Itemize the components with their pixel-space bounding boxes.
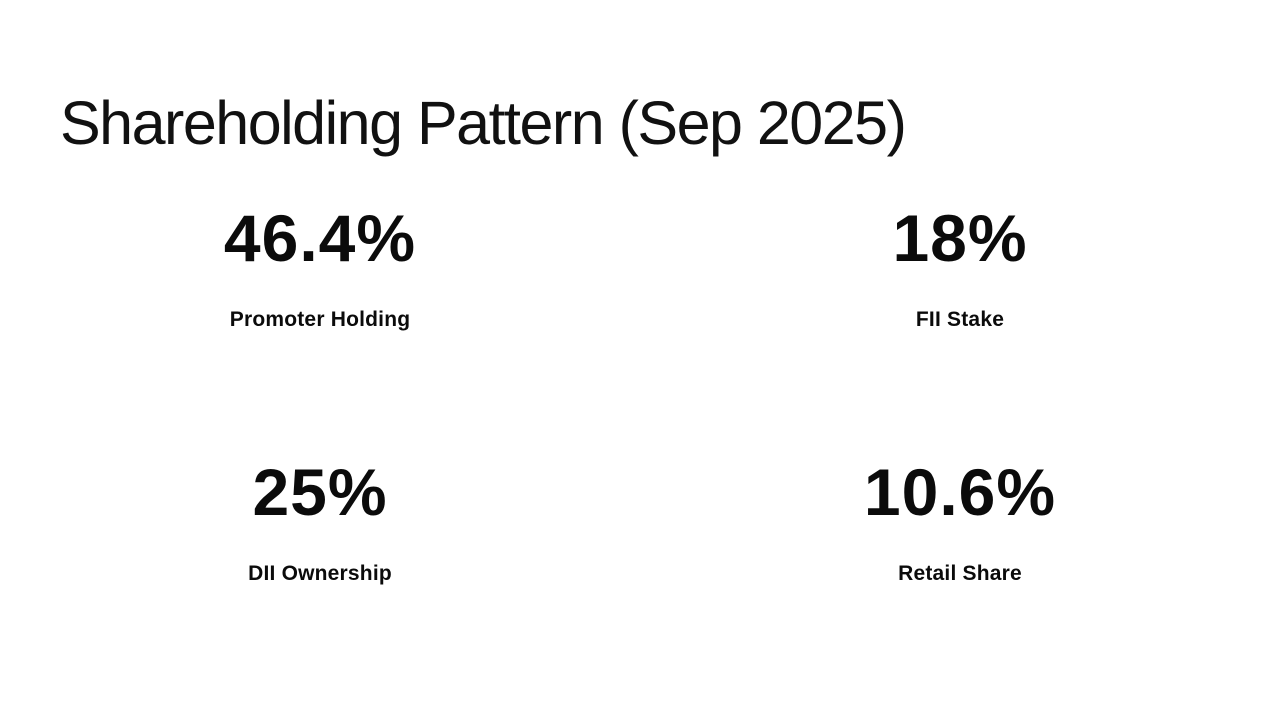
stat-label: Retail Share (898, 562, 1022, 585)
stat-fii-stake: 18% FII Stake (640, 205, 1280, 333)
stats-grid: 46.4% Promoter Holding 18% FII Stake 25%… (0, 205, 1280, 587)
stat-value: 10.6% (863, 455, 1057, 529)
stat-label: DII Ownership (248, 562, 392, 585)
stat-value: 46.4% (223, 201, 417, 275)
slide-title: Shareholding Pattern (Sep 2025) (60, 88, 907, 157)
stat-value: 18% (892, 201, 1028, 275)
stat-promoter-holding: 46.4% Promoter Holding (0, 205, 640, 333)
stat-value: 25% (252, 455, 388, 529)
stat-label: Promoter Holding (229, 308, 411, 331)
stat-retail-share: 10.6% Retail Share (640, 459, 1280, 587)
stat-label: FII Stake (915, 308, 1005, 331)
stat-dii-ownership: 25% DII Ownership (0, 459, 640, 587)
